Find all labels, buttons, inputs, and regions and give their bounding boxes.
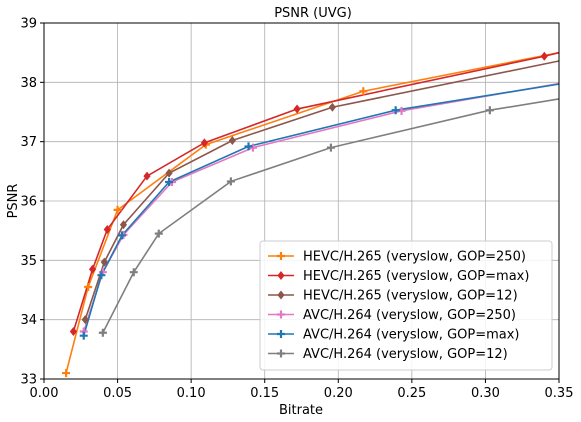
data-point (293, 104, 301, 114)
data-point (117, 231, 126, 240)
data-point (228, 135, 236, 145)
x-axis-ticks: 0.00 0.05 0.10 0.15 0.20 0.25 0.30 0.35 (30, 379, 574, 401)
series-markers (62, 51, 548, 378)
series-line (72, 51, 559, 332)
legend-label: HEVC/H.265 (veryslow, GOP=max) (303, 269, 529, 284)
data-point (244, 142, 253, 151)
data-point (359, 87, 368, 96)
data-point (69, 327, 78, 337)
x-tick-label: 0.30 (471, 386, 500, 401)
data-point (540, 51, 548, 61)
data-point (326, 143, 335, 152)
y-axis-ticks: 33 34 35 36 37 38 39 (20, 17, 44, 388)
data-point (248, 143, 257, 152)
x-tick-label: 0.10 (177, 386, 206, 401)
x-tick-label: 0.05 (103, 386, 132, 401)
chart-title: PSNR (UVG) (274, 6, 352, 21)
y-axis-label: PSNR (6, 184, 21, 219)
legend-marker (277, 330, 285, 338)
data-point (98, 328, 107, 337)
y-tick-label: 35 (20, 254, 37, 269)
data-point (62, 369, 71, 378)
data-point (79, 331, 88, 340)
legend: HEVC/H.265 (veryslow, GOP=250) HEVC/H.265… (259, 240, 553, 371)
data-point (81, 315, 89, 325)
x-tick-label: 0.35 (545, 386, 574, 401)
legend-marker (277, 349, 285, 358)
y-tick-label: 34 (20, 313, 37, 328)
y-tick-label: 38 (20, 76, 37, 91)
x-tick-label: 0.00 (30, 386, 59, 401)
data-point (119, 220, 128, 230)
legend-label: AVC/H.264 (veryslow, GOP=max) (303, 328, 520, 343)
x-axis-label: Bitrate (279, 403, 323, 418)
data-point (485, 106, 494, 115)
data-point (154, 229, 163, 238)
y-tick-label: 37 (20, 135, 37, 150)
y-tick-label: 33 (20, 373, 37, 388)
x-tick-label: 0.20 (324, 386, 353, 401)
legend-box (259, 240, 553, 371)
legend-marker (277, 310, 285, 319)
data-point (129, 268, 138, 277)
data-point (165, 168, 173, 178)
data-point (226, 177, 235, 186)
data-point (143, 171, 151, 181)
data-point (113, 205, 122, 214)
legend-label: HEVC/H.265 (veryslow, GOP=250) (303, 250, 526, 265)
data-point (97, 271, 106, 280)
legend-label: AVC/H.264 (veryslow, GOP=12) (303, 347, 508, 362)
legend-marker (277, 252, 285, 260)
x-tick-label: 0.25 (397, 386, 426, 401)
y-tick-label: 36 (20, 195, 37, 210)
data-point (165, 178, 174, 187)
legend-label: HEVC/H.265 (veryslow, GOP=12) (303, 289, 518, 304)
data-point (328, 102, 336, 112)
data-point (391, 106, 400, 115)
y-tick-label: 39 (20, 17, 37, 32)
legend-marker (277, 290, 285, 300)
legend-marker (277, 271, 285, 280)
data-point (200, 138, 208, 148)
series-line (65, 51, 559, 374)
legend-label: AVC/H.264 (veryslow, GOP=250) (303, 308, 516, 323)
data-point (100, 257, 108, 267)
data-point (88, 264, 97, 274)
data-point (103, 224, 111, 234)
x-tick-label: 0.15 (250, 386, 279, 401)
data-point (84, 283, 93, 292)
